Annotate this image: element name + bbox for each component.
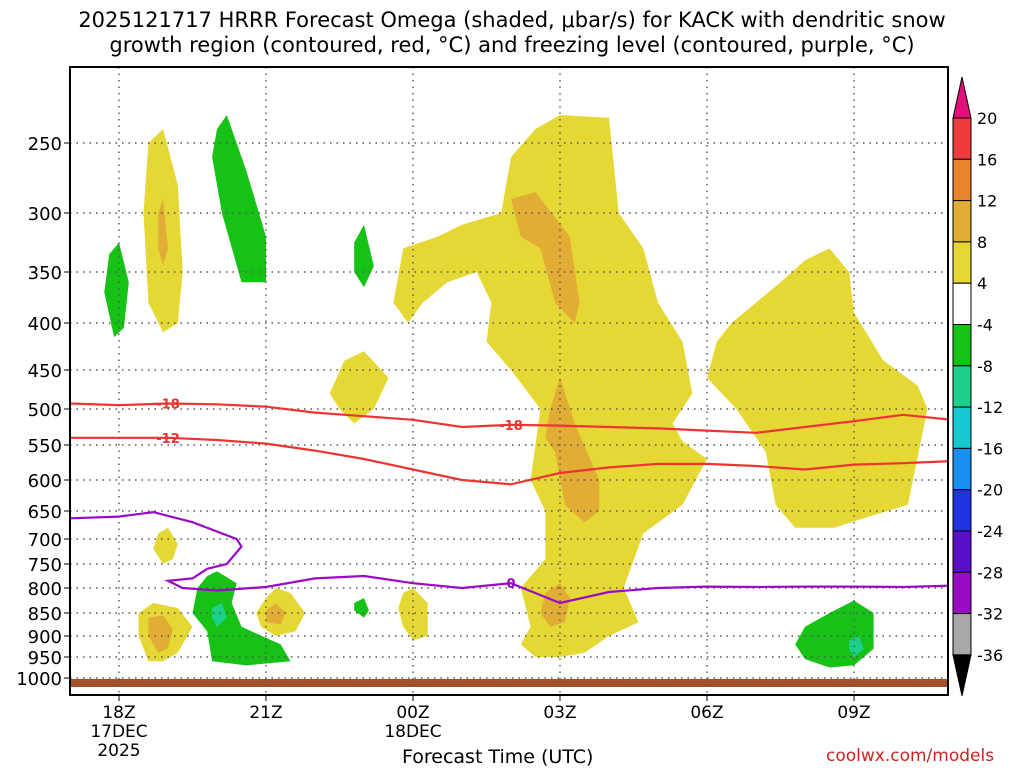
y-tick-label: 500 <box>28 400 62 421</box>
y-tick-label: 750 <box>28 555 62 576</box>
y-tick-label: 450 <box>28 361 62 382</box>
colorbar-bin <box>952 613 972 656</box>
y-tick-label: 950 <box>28 648 62 669</box>
contour--18 <box>70 402 948 434</box>
omega-region-2 <box>104 242 129 338</box>
colorbar-bin <box>952 241 972 284</box>
colorbar-label: -8 <box>977 357 993 376</box>
contour-label: -12 <box>156 432 180 447</box>
colorbar-label: -4 <box>977 316 993 335</box>
colorbar-label: -32 <box>977 605 1003 624</box>
grid <box>70 67 948 695</box>
x-tick-date: 17DEC <box>90 722 147 742</box>
y-tick-label: 550 <box>28 436 62 457</box>
colorbar-label: -36 <box>977 646 1003 665</box>
omega-region-22 <box>849 636 864 657</box>
colorbar-label: 12 <box>977 192 997 211</box>
colorbar-label: -24 <box>977 522 1003 541</box>
colorbar-bin <box>952 324 972 367</box>
omega-region-7 <box>545 377 600 523</box>
x-tick-date: 18DEC <box>384 722 441 742</box>
colorbar-label: -12 <box>977 398 1003 417</box>
colorbar: 20 16 12 8 4 -4 -8 -12 -16 -20 -24 -28 -32 -36 <box>952 76 1003 697</box>
omega-region-6 <box>511 192 580 323</box>
omega-region-5 <box>393 115 707 657</box>
colorbar-bin <box>952 117 972 160</box>
plot-area: -18 -18 -12 0 250 300 350 400 450 500 550 600 650 700… <box>16 66 949 761</box>
x-tick-label: 09Z <box>837 703 870 723</box>
omega-region-3 <box>212 115 266 283</box>
y-tick-label: 700 <box>28 530 62 551</box>
colorbar-bin <box>952 158 972 202</box>
ground-strip <box>70 679 948 687</box>
chart-title: 2025121717 HRRR Forecast Omega (shaded, … <box>78 8 946 57</box>
colorbar-label: 8 <box>977 233 987 252</box>
x-tick-label: 00Z <box>396 703 429 723</box>
colorbar-bin <box>952 530 972 573</box>
colorbar-label: 20 <box>977 109 997 128</box>
omega-region-9 <box>329 351 389 424</box>
omega-region-10 <box>707 248 928 528</box>
omega-region-4 <box>354 224 374 288</box>
colorbar-top-arrow <box>952 76 972 119</box>
colorbar-bin <box>952 571 972 615</box>
contour-label: 0 <box>506 577 515 592</box>
contour-0 <box>70 510 948 605</box>
colorbar-bin <box>952 447 972 491</box>
y-tick-label: 300 <box>28 204 62 225</box>
colorbar-label: 16 <box>977 150 997 169</box>
site-credit[interactable]: coolwx.com/models <box>826 746 995 766</box>
x-tick-label: 03Z <box>543 703 576 723</box>
omega-region-20 <box>354 598 369 618</box>
colorbar-bin <box>952 489 972 532</box>
y-tick-label: 400 <box>28 314 62 335</box>
omega-region-19 <box>212 603 227 627</box>
colorbar-label: -28 <box>977 563 1003 582</box>
colorbar-bin <box>952 200 972 243</box>
omega-region-8 <box>540 583 570 627</box>
contour-label: -18 <box>156 398 180 413</box>
y-tick-label: 600 <box>28 471 62 492</box>
colorbar-label: 4 <box>977 274 987 293</box>
colorbar-bin <box>952 365 972 408</box>
contour-label: -18 <box>499 419 523 434</box>
colorbar-bin <box>952 282 972 326</box>
omega-region-14 <box>148 615 173 653</box>
y-axis-labels: 2503003504004505005506006507007508008509… <box>16 134 70 690</box>
y-tick-label: 250 <box>28 134 62 155</box>
y-tick-label: 850 <box>28 604 62 625</box>
omega-regions <box>104 115 928 668</box>
omega-region-16 <box>266 603 286 625</box>
y-tick-label: 350 <box>28 263 62 284</box>
colorbar-label: -20 <box>977 481 1003 500</box>
y-tick-label: 1000 <box>16 669 62 690</box>
omega-region-1 <box>158 199 168 267</box>
contour--12 <box>70 436 948 486</box>
contours: -18 -18 -12 0 <box>70 398 948 605</box>
colorbar-bin <box>952 406 972 449</box>
y-tick-label: 650 <box>28 502 62 523</box>
x-tick-year: 2025 <box>97 741 140 761</box>
omega-region-18 <box>192 571 291 666</box>
colorbar-label: -16 <box>977 439 1003 458</box>
omega-region-21 <box>795 600 874 668</box>
x-tick-label: 21Z <box>249 703 282 723</box>
plot-border <box>69 66 949 696</box>
x-tick-label: 06Z <box>690 703 723 723</box>
x-axis-title: Forecast Time (UTC) <box>402 746 594 768</box>
colorbar-bottom-arrow <box>952 654 972 697</box>
y-tick-label: 900 <box>28 627 62 648</box>
y-tick-label: 800 <box>28 579 62 600</box>
omega-region-12 <box>153 527 178 564</box>
x-tick-label: 18Z <box>102 703 135 723</box>
